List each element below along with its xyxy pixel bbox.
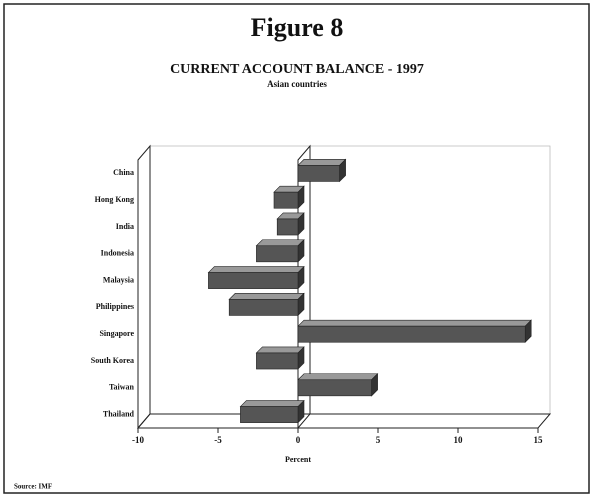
x-tick-label: 15	[534, 435, 544, 445]
bar-top	[297, 373, 379, 381]
y-tick-label: India	[116, 222, 134, 231]
y-tick-label: Hong Kong	[95, 195, 134, 204]
bar-top	[255, 346, 305, 354]
bar-top	[255, 239, 305, 247]
bar-top	[207, 266, 305, 273]
x-tick-label: 0	[296, 435, 301, 445]
y-tick-label: Singapore	[99, 329, 134, 338]
bar	[256, 245, 299, 263]
bar-top	[239, 400, 305, 407]
chart-subtitle: Asian countries	[267, 79, 327, 89]
bar-top	[297, 319, 532, 327]
bar	[297, 379, 372, 397]
x-tick-label: -5	[214, 435, 222, 445]
x-tick-label: 10	[454, 435, 464, 445]
y-tick-label: South Korea	[91, 356, 134, 365]
y-tick-label: Indonesia	[101, 249, 134, 258]
bar	[228, 299, 299, 316]
floor	[136, 413, 552, 429]
y-tick-label: Malaysia	[103, 275, 134, 284]
y-tick-label: Taiwan	[109, 383, 135, 392]
chart-title: CURRENT ACCOUNT BALANCE - 1997	[170, 62, 424, 77]
bar	[276, 218, 299, 236]
x-tick-label: -10	[132, 435, 144, 445]
x-tick-label: 5	[376, 435, 381, 445]
bar	[297, 165, 340, 182]
source-note: Source: IMF	[14, 483, 52, 491]
bar	[256, 352, 299, 370]
bar-top	[228, 293, 305, 300]
bar	[208, 272, 299, 289]
x-axis-label: Percent	[285, 455, 311, 464]
bar	[297, 325, 526, 343]
bar	[273, 191, 299, 209]
bar	[240, 406, 299, 423]
y-tick-label: China	[113, 168, 134, 177]
bar-top	[297, 159, 347, 166]
y-tick-label: Philippines	[96, 302, 134, 311]
y-tick-label: Thailand	[103, 409, 135, 418]
figure-header: Figure 8	[251, 13, 344, 42]
